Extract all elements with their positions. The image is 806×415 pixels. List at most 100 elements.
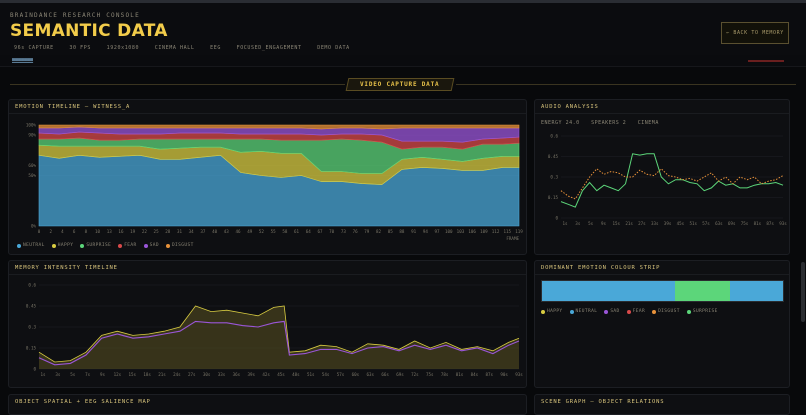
panel-title: MEMORY INTENSITY TIMELINE [15,265,118,271]
y-tick-label: 60% [28,163,36,168]
back-to-memory-button[interactable]: ← BACK TO MEMORY [721,22,789,44]
audio-scene: CINEMA [637,120,659,126]
legend-label: DISGUST [171,243,194,248]
subnav: ■■■■■■■ [0,55,806,67]
x-tick-label: 54s [322,372,330,377]
x-tick-label: 6 [73,229,76,234]
x-tick-label: 22 [142,229,148,234]
strip-segment-surprise [674,281,730,301]
x-tick-label: 15s [128,372,136,377]
x-tick-label: 3s [55,372,61,377]
audio-energy: ENERGY 24.0 [541,120,580,126]
subnav-marker [748,60,784,62]
x-tick-label: 79 [364,229,370,234]
x-tick-label: 43 [224,229,230,234]
y-tick-label: 0.45 [548,154,559,159]
x-tick-label: 58 [282,229,288,234]
page-scrollbar[interactable] [801,262,805,322]
x-tick-label: 70 [329,229,335,234]
x-tick-label: 27s [638,221,646,226]
x-tick-label: 18s [143,372,151,377]
x-tick-label: 1s [40,372,46,377]
x-tick-label: 73 [341,229,347,234]
spatial-map-panel: OBJECT SPATIAL + EEG SALIENCE MAP [8,394,527,415]
section-rule-left [10,84,345,85]
legend-item: SURPRISE [80,243,111,248]
legend-swatch [541,309,545,314]
strip-segment-neutral [542,281,675,301]
x-tick-label: 0 [38,229,41,234]
x-tick-label: 106 [468,229,476,234]
x-tick-label: 75s [426,372,434,377]
subnav-link[interactable]: ■■■■■■■ [12,57,34,63]
page-title: SEMANTIC DATA [10,21,168,41]
x-tick-label: 97 [435,229,441,234]
x-tick-label: 46 [236,229,242,234]
x-tick-label: 91 [411,229,417,234]
y-tick-label: 0.15 [548,195,559,200]
x-tick-label: 103 [457,229,465,234]
emotion-strip-panel: DOMINANT EMOTION COLOUR STRIP HAPPY NEUTR… [534,260,790,388]
x-tick-label: 109 [480,229,488,234]
legend-swatch [165,243,170,248]
legend-item: SURPRISE [686,309,718,314]
panel-header: EMOTION TIMELINE — WITNESS_A [9,100,526,114]
legend-label: DISGUST [658,309,680,314]
y-tick-label: 0.6 [28,283,36,288]
legend-label: FEAR [632,309,646,314]
x-tick-label: 28 [165,229,171,234]
x-tick-label: 51s [689,221,697,226]
meta-state: FOCUSED_ENGAGEMENT [236,45,302,51]
x-tick-label: 42s [262,372,270,377]
x-tick-label: 33s [651,221,659,226]
x-tick-label: 25 [154,229,160,234]
memory-intensity-line [38,305,520,363]
x-tick-label: 88 [399,229,405,234]
x-tick-label: 19 [130,229,136,234]
memory-intensity-panel: MEMORY INTENSITY TIMELINE 0 0.15 0.3 0.45 0.… [8,260,527,388]
memory-intensity-chart: 0 0.15 0.3 0.45 0.6 1s 3s 5s 7s 9s 12s 15s 18s 21s 24s… [26,283,523,378]
meta-sensor: EEG [210,45,221,51]
strip-legend: HAPPY NEUTRAL SAD FEAR DISGUST SURPRISE [541,309,718,314]
legend-swatch [17,243,21,248]
legend-swatch [652,309,657,314]
x-tick-label: 57s [337,372,345,377]
scene-graph-panel: SCENE GRAPH — OBJECT RELATIONS [534,394,790,415]
y-tick-label: 0.3 [28,325,36,330]
x-tick-label: 78s [441,372,449,377]
x-tick-label: 10 [95,229,101,234]
x-tick-label: 24s [173,372,181,377]
x-tick-label: 81s [754,221,762,226]
y-tick-label: 0.3 [550,175,558,180]
emotion-timeline-chart: 0%50%60%90%100%0 2 4 6 8 10 13 16 19 22 25 28 31 34 37… [26,123,523,242]
y-tick-label: 50% [28,173,36,178]
x-tick-label: 100 [445,229,453,234]
panel-header: AUDIO ANALYSIS [535,100,789,114]
x-tick-label: 30s [203,372,211,377]
x-tick-label: 72s [411,372,419,377]
x-tick-label: 4 [61,229,64,234]
emotion-timeline-panel: EMOTION TIMELINE — WITNESS_A 0% 50% 60% 90%… [8,99,527,255]
legend-swatch [118,243,123,248]
x-tick-label: 82 [376,229,382,234]
audio-chart: 0 0.15 0.3 0.45 0.6 1s 3s 5s 9s 15s 21s 27s 33s 39s 45… [548,134,787,227]
x-tick-label: 33s [218,372,226,377]
x-tick-label: 90s [500,372,508,377]
x-tick-label: 115 [504,229,512,234]
audio-energy-line [560,153,784,208]
x-tick-label: 51s [307,372,315,377]
legend-label: HAPPY [547,309,563,314]
panel-title: SCENE GRAPH — OBJECT RELATIONS [541,399,665,405]
memory-area-fill [39,306,519,369]
legend-swatch [604,309,609,314]
x-tick-label: 66s [381,372,389,377]
x-tick-label: 36s [233,372,241,377]
x-tick-label: 21s [625,221,633,226]
audio-analysis-panel: AUDIO ANALYSIS ENERGY 24.0 SPEAKERS 2 CI… [534,99,790,255]
panel-title: DOMINANT EMOTION COLOUR STRIP [541,265,661,271]
legend-label: SURPRISE [692,309,718,314]
meta-duration: 96s CAPTURE [14,45,54,51]
capture-meta: 96s CAPTURE 30 FPS 1920x1080 CINEMA HALL… [14,45,362,51]
x-tick-label: 63s [715,221,723,226]
legend-label: HAPPY [57,243,74,248]
